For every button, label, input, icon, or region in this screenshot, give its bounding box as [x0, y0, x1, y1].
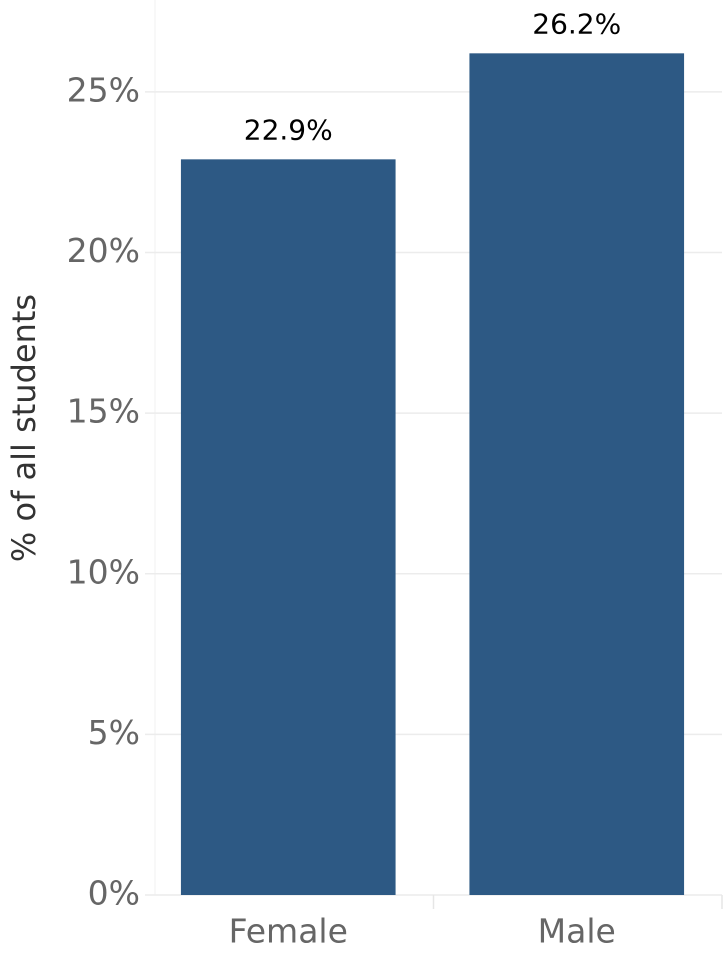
x-tick-label: Female — [229, 912, 348, 951]
bar — [180, 159, 396, 896]
y-tick-label: 10% — [67, 552, 140, 591]
bar — [469, 53, 685, 896]
y-tick-label: 25% — [67, 70, 140, 109]
y-tick-label: 15% — [67, 392, 140, 431]
y-tick-label: 20% — [67, 231, 140, 270]
y-tick-label: 0% — [88, 874, 140, 913]
y-tick-label: 5% — [88, 713, 140, 752]
value-label: 22.9% — [244, 113, 333, 146]
value-label: 26.2% — [532, 7, 621, 40]
y-axis-title: % of all students — [5, 294, 43, 562]
x-tick-label: Male — [538, 912, 616, 951]
